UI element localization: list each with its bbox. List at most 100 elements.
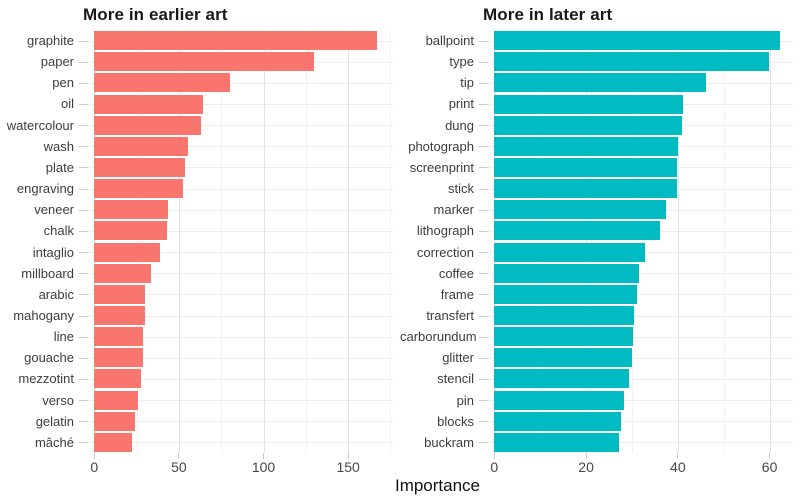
- y-tick: [479, 421, 487, 423]
- row-gridline: [487, 421, 793, 423]
- y-tick: [79, 315, 87, 317]
- bar-gelatin: [94, 411, 135, 431]
- x-tick: [585, 453, 587, 459]
- bar-intaglio: [94, 242, 161, 262]
- y-tick: [79, 273, 87, 275]
- row-gridline: [87, 273, 393, 275]
- row-gridline: [87, 167, 393, 169]
- bar-dung: [494, 115, 683, 135]
- y-axis-label: watercolour: [6, 117, 74, 133]
- x-tick: [769, 453, 771, 459]
- y-axis-label: print: [448, 96, 474, 112]
- row-gridline: [487, 315, 793, 317]
- plot-area-earlier: [87, 30, 393, 453]
- y-axis-label: wash: [43, 138, 74, 154]
- y-tick: [479, 442, 487, 444]
- y-axis-label: arabic: [38, 286, 74, 302]
- y-tick: [79, 61, 87, 63]
- bar-carborundum: [494, 327, 633, 347]
- y-axis-label: millboard: [21, 265, 74, 281]
- row-gridline: [487, 378, 793, 380]
- y-tick: [479, 273, 487, 275]
- x-tick-label: 40: [670, 459, 686, 475]
- y-tick: [79, 252, 87, 254]
- y-axis-label: plate: [45, 159, 74, 175]
- bar-glitter: [494, 348, 633, 368]
- gridline-major: [178, 30, 180, 453]
- y-tick: [479, 82, 487, 84]
- panel-earlier-art: More in earlier art graphite paper pen oil w…: [6, 5, 393, 475]
- y-tick: [479, 104, 487, 106]
- x-axis-title: Importance: [394, 476, 481, 495]
- y-tick: [479, 188, 487, 190]
- gridline-minor: [305, 30, 307, 453]
- gridline-minor: [540, 30, 542, 453]
- y-tick: [79, 442, 87, 444]
- bar-type: [494, 52, 769, 72]
- y-tick: [79, 209, 87, 211]
- x-tick-label: 150: [336, 459, 360, 475]
- row-gridline: [87, 252, 393, 254]
- y-tick: [479, 378, 487, 380]
- x-tick-label: 60: [761, 459, 778, 475]
- y-axis-label: gelatin: [35, 413, 74, 429]
- y-axis-label: mâché: [34, 434, 74, 450]
- bar-oil: [94, 94, 203, 114]
- bar-buckram: [494, 432, 620, 452]
- panel-title-earlier: More in earlier art: [83, 5, 228, 24]
- y-axis-label: blocks: [437, 413, 474, 429]
- bar-screenprint: [494, 157, 678, 177]
- y-tick: [479, 167, 487, 169]
- y-axis-label: pin: [456, 392, 474, 408]
- y-tick: [79, 40, 87, 42]
- gridline-minor: [631, 30, 633, 453]
- row-gridline: [87, 82, 393, 84]
- gridline-major: [586, 30, 588, 453]
- y-axis-label: type: [449, 54, 474, 70]
- y-axis-label: buckram: [424, 434, 474, 450]
- row-gridline: [87, 421, 393, 423]
- y-tick: [79, 230, 87, 232]
- y-tick: [479, 252, 487, 254]
- x-tick-label: 50: [171, 459, 187, 475]
- row-gridline: [87, 357, 393, 359]
- y-axis-label: mezzotint: [18, 371, 74, 387]
- row-gridline: [487, 336, 793, 338]
- y-tick: [479, 400, 487, 402]
- y-axis-label: screenprint: [409, 159, 474, 175]
- bar-engraving: [94, 179, 184, 199]
- y-tick: [479, 209, 487, 211]
- y-axis-label: mahogany: [13, 307, 74, 323]
- bar-mahogany: [94, 306, 146, 326]
- y-tick: [79, 167, 87, 169]
- y-axis-label: pen: [52, 75, 74, 91]
- y-tick: [79, 82, 87, 84]
- y-axis-label: transfert: [426, 307, 474, 323]
- x-tick-label: 100: [251, 459, 276, 475]
- bar-ballpoint: [494, 31, 780, 51]
- gridline-minor: [136, 30, 138, 453]
- bar-blocks: [494, 411, 621, 431]
- bar-plate: [94, 157, 186, 177]
- row-gridline: [87, 400, 393, 402]
- bar-veneer: [94, 200, 169, 220]
- panel-title-later: More in later art: [483, 5, 613, 24]
- bar-tip: [494, 73, 706, 93]
- y-tick: [79, 294, 87, 296]
- y-tick: [479, 357, 487, 359]
- row-gridline: [87, 209, 393, 211]
- bar-arabic: [94, 284, 146, 304]
- gridline-major: [494, 30, 496, 453]
- y-axis-label: stencil: [437, 371, 474, 387]
- y-axis-label: paper: [40, 54, 74, 70]
- row-gridline: [87, 230, 393, 232]
- bar-chalk: [94, 221, 168, 241]
- y-axis-label: frame: [440, 286, 474, 302]
- y-axis-label: photograph: [408, 138, 474, 154]
- plot-area-later: [487, 30, 793, 453]
- y-tick: [479, 336, 487, 338]
- y-tick: [79, 378, 87, 380]
- bar-mezzotint: [94, 369, 142, 389]
- y-axis-label: line: [53, 329, 74, 345]
- y-tick: [479, 125, 487, 127]
